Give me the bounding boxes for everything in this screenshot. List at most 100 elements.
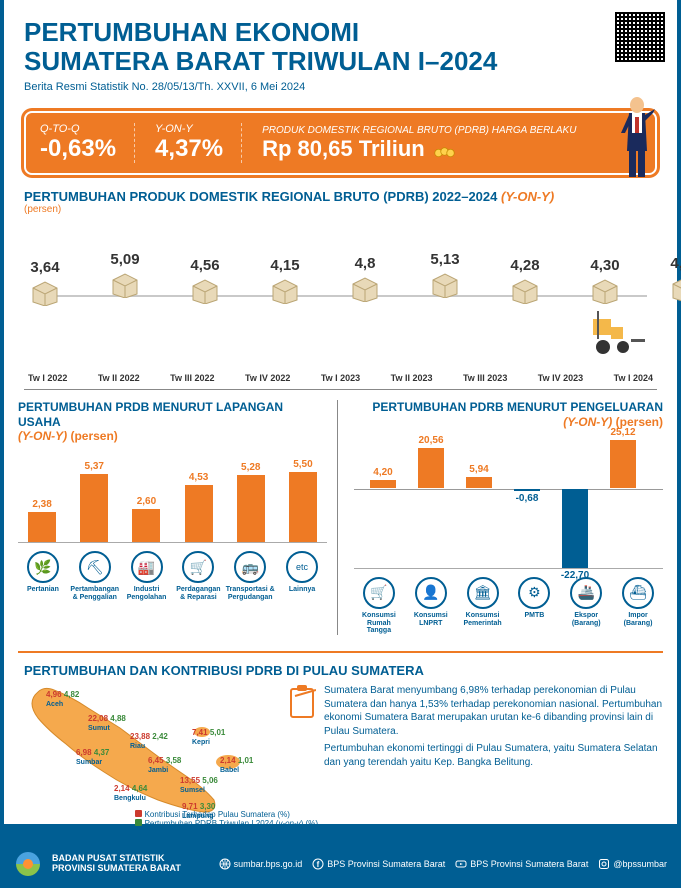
category-icon: 🌿Pertanian <box>18 551 68 601</box>
youtube-icon <box>455 858 467 870</box>
timeline-item: 5,09 <box>92 251 158 298</box>
legend-green: Pertumbuhan PDRB Triwulan I 2024 (y-on-y… <box>145 819 318 828</box>
timeline-label: Tw II 2023 <box>391 373 433 383</box>
timeline-label: Tw I 2023 <box>321 373 360 383</box>
timeline-item: 4,8 <box>332 255 398 302</box>
timeline-item: 4,37 <box>652 255 681 302</box>
bar-item: 2,60 <box>122 496 170 542</box>
map-point: 2,14 4,64Bengkulu <box>114 784 147 802</box>
category-icon: 🏛Konsumsi Pemerintah <box>458 577 508 635</box>
ship-in-icon: ⛴ <box>622 577 654 609</box>
coins-icon <box>431 141 461 159</box>
map-point: 6,45 3,58Jambi <box>148 756 181 774</box>
pdrb-label: PRODUK DOMESTIK REGIONAL BRUTO (PDRB) HA… <box>262 125 622 136</box>
category-icon: 🛒Perdagangan & Reparasi <box>173 551 223 601</box>
timeline-label: Tw III 2022 <box>170 373 214 383</box>
map-point: 4,96 4,82Aceh <box>46 690 79 708</box>
website-link[interactable]: sumbar.bps.go.id <box>219 858 303 870</box>
bar-item: 5,94 <box>458 439 500 568</box>
map-point: 22,08 4,88Sumut <box>88 714 126 732</box>
forklift-icon <box>591 311 647 357</box>
map-point: 6,98 4,37Sumbar <box>76 748 109 766</box>
qoq-value: -0,63% <box>40 135 116 163</box>
stats-band: Q-TO-Q -0,63% Y-ON-Y 4,37% PRODUK DOMEST… <box>24 111 657 175</box>
org-name: BADAN PUSAT STATISTIK <box>52 853 165 863</box>
usaha-title: PERTUMBUHAN PRDB MENURUT LAPANGAN USAHA … <box>18 400 327 443</box>
bar-item: 4,20 <box>362 439 404 568</box>
timeline-label: Tw I 2022 <box>28 373 67 383</box>
bar-item: -22,70 <box>554 439 596 568</box>
timeline-item: 4,28 <box>492 257 558 304</box>
yoy-value: 4,37% <box>155 135 223 163</box>
category-icon: 🏭Industri Pengolahan <box>122 551 172 601</box>
map-point: 23,88 2,42Riau <box>130 732 168 750</box>
instagram-link[interactable]: @bpssumbar <box>598 858 667 870</box>
sumatera-map: 4,96 4,82Aceh 22,08 4,88Sumut23,88 2,42Ri… <box>18 684 278 824</box>
page-title: PERTUMBUHAN EKONOMI SUMATERA BARAT TRIWU… <box>24 18 657 75</box>
map-point: 7,41 5,01Kepri <box>192 728 225 746</box>
bar-item: 5,37 <box>70 461 118 542</box>
region-text2: Pertumbuhan ekonomi tertinggi di Pulau S… <box>324 742 663 769</box>
timeline-item: 4,30 <box>572 257 638 304</box>
timeline-item: 4,56 <box>172 257 238 304</box>
region-text1: Sumatera Barat menyumbang 6,98% terhadap… <box>324 684 663 738</box>
bar-item: 25,12 <box>602 439 644 568</box>
pdrb-value: Rp 80,65 Triliun <box>262 136 622 162</box>
category-icon: ⛴Impor (Barang) <box>613 577 663 635</box>
pengeluaran-title: PERTUMBUHAN PDRB MENURUT PENGELUARAN (Y-… <box>354 400 663 429</box>
businessman-icon <box>615 93 659 181</box>
bar-item: 5,28 <box>227 462 275 542</box>
title-line1: PERTUMBUHAN EKONOMI <box>24 17 359 47</box>
clipboard-icon <box>288 684 316 720</box>
category-icon: ⛏Pertambangan & Penggalian <box>70 551 120 601</box>
timeline-item: 4,15 <box>252 257 318 304</box>
cart-icon: 🛒 <box>363 577 395 609</box>
category-icon: etcLainnya <box>277 551 327 601</box>
globe-icon <box>219 858 231 870</box>
footer: BADAN PUSAT STATISTIK PROVINSI SUMATERA … <box>0 840 681 888</box>
timeline-title: PERTUMBUHAN PRODUK DOMESTIK REGIONAL BRU… <box>24 189 657 204</box>
person-icon: 👤 <box>415 577 447 609</box>
qoq-label: Q-TO-Q <box>40 123 116 135</box>
etc-icon: etc <box>286 551 318 583</box>
bar-item: 20,56 <box>410 439 452 568</box>
timeline-label: Tw III 2023 <box>463 373 507 383</box>
cart-icon: 🛒 <box>182 551 214 583</box>
timeline-label: Tw II 2022 <box>98 373 140 383</box>
timeline-item: 3,64 <box>12 259 78 306</box>
building-icon: 🏛 <box>467 577 499 609</box>
org-region: PROVINSI SUMATERA BARAT <box>52 863 181 873</box>
qr-code <box>615 12 665 62</box>
bar-item: 4,53 <box>175 472 223 543</box>
timeline-label: Tw IV 2023 <box>538 373 583 383</box>
factory-icon: 🏭 <box>131 551 163 583</box>
timeline-item: 5,13 <box>412 251 478 298</box>
doc-number: Berita Resmi Statistik No. 28/05/13/Th. … <box>24 81 657 93</box>
timeline-label: Tw I 2024 <box>614 373 653 383</box>
category-icon: 👤Konsumsi LNPRT <box>406 577 456 635</box>
category-icon: ⚙PMTB <box>509 577 559 635</box>
bar-item: 2,38 <box>18 499 66 542</box>
map-point: 2,14 1,01Babel <box>220 756 253 774</box>
facebook-link[interactable]: f BPS Provinsi Sumatera Barat <box>312 858 445 870</box>
bps-logo-icon <box>14 850 42 878</box>
instagram-icon <box>598 858 610 870</box>
title-line2: SUMATERA BARAT TRIWULAN I–2024 <box>24 46 497 76</box>
category-icon: 🚌Transportasi & Pergudangan <box>225 551 275 601</box>
pick-icon: ⛏ <box>79 551 111 583</box>
leaf-icon: 🌿 <box>27 551 59 583</box>
pengeluaran-chart: 4,2020,565,94-0,68-22,7025,12 <box>354 439 663 569</box>
bar-item: -0,68 <box>506 439 548 568</box>
region-title: PERTUMBUHAN DAN KONTRIBUSI PDRB DI PULAU… <box>24 663 657 678</box>
svg-text:f: f <box>317 860 320 869</box>
timeline-unit: (persen) <box>24 204 657 215</box>
yoy-label: Y-ON-Y <box>155 123 223 135</box>
gear-icon: ⚙ <box>518 577 550 609</box>
timeline-chart: 3,645,094,564,154,85,134,284,304,37 Tw I… <box>24 223 657 383</box>
legend-red: Kontribusi Terhadap Pulau Sumatera (%) <box>145 810 290 819</box>
usaha-chart: 2,385,372,604,535,285,50 <box>18 453 327 543</box>
map-point: 13,55 5,06Sumsel <box>180 776 218 794</box>
youtube-link[interactable]: BPS Provinsi Sumatera Barat <box>455 858 588 870</box>
category-icon: 🛒Konsumsi Rumah Tangga <box>354 577 404 635</box>
timeline-label: Tw IV 2022 <box>245 373 290 383</box>
